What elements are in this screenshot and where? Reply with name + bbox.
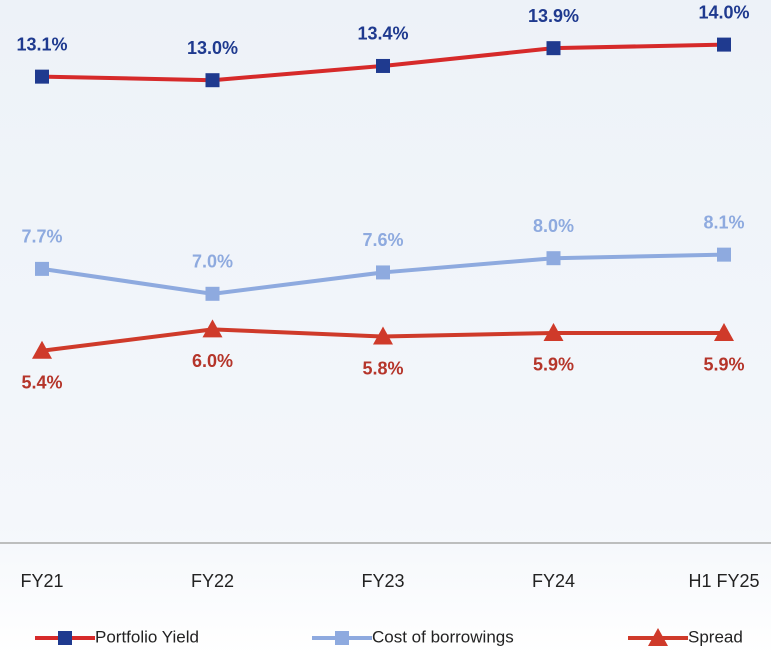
point-marker [35, 261, 49, 276]
value-label: 7.0% [192, 252, 233, 272]
point-marker [546, 41, 561, 56]
value-label: 14.0% [698, 2, 749, 22]
value-label: 5.9% [533, 355, 574, 375]
point-marker [205, 286, 220, 301]
point-marker [376, 58, 390, 73]
legend-marker [58, 631, 72, 645]
value-label: 13.9% [528, 6, 579, 26]
value-label: 13.0% [187, 38, 238, 58]
point-marker [543, 322, 564, 341]
value-label: 8.0% [533, 216, 574, 236]
point-marker [717, 37, 731, 52]
x-tick-label: FY23 [361, 571, 404, 591]
value-label: 5.9% [703, 355, 744, 375]
value-label: 13.1% [16, 34, 67, 54]
value-label: 6.0% [192, 351, 233, 371]
value-label: 13.4% [357, 24, 408, 44]
value-label: 5.8% [362, 358, 403, 378]
x-tick-label: H1 FY25 [688, 571, 759, 591]
x-tick-label: FY24 [532, 571, 575, 591]
point-marker [35, 69, 49, 84]
point-marker [546, 251, 561, 266]
value-label: 5.4% [21, 373, 62, 393]
legend-label: Cost of borrowings [372, 627, 514, 646]
legend-marker [335, 631, 349, 645]
x-tick-label: FY22 [191, 571, 234, 591]
point-marker [714, 322, 734, 341]
legend-marker [648, 628, 668, 646]
value-label: 8.1% [703, 212, 744, 232]
value-label: 7.7% [21, 227, 62, 247]
point-marker [202, 319, 223, 338]
legend-label: Portfolio Yield [95, 627, 199, 646]
value-label: 7.6% [362, 230, 403, 250]
point-marker [376, 265, 390, 280]
point-marker [32, 340, 52, 359]
point-marker [717, 247, 731, 262]
point-marker [373, 326, 393, 345]
legend-label: Spread [688, 627, 743, 646]
x-tick-label: FY21 [20, 571, 63, 591]
point-marker [205, 73, 220, 88]
